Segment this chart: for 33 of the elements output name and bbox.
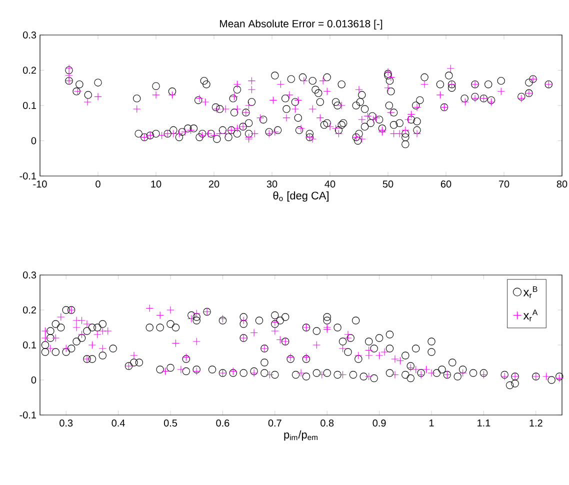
- y-tick-label: 0.2: [23, 66, 36, 74]
- y-tick-label: 0.1: [23, 341, 36, 349]
- x-tick-label: 60: [440, 180, 452, 188]
- y-tick-label: 0.3: [23, 31, 36, 39]
- y-tick-label: -0.1: [20, 172, 36, 180]
- x-tick-label: 0: [96, 180, 100, 188]
- x-tick-label: 70: [498, 180, 510, 188]
- x-tick-label: 30: [266, 180, 278, 188]
- x-tick-label: 0.3: [60, 420, 73, 427]
- x-tick-label: 0.6: [216, 420, 230, 427]
- y-tick-label: 0.2: [23, 306, 36, 314]
- x-tick-label: 40: [324, 180, 336, 188]
- y-tick-label: 0: [31, 376, 36, 384]
- x-tick-label: 1.2: [530, 420, 542, 426]
- x-tick-label: 0.5: [164, 420, 178, 427]
- y-tick-label: 0: [31, 137, 36, 144]
- x-tick-label: 0.9: [372, 420, 386, 427]
- x-tick-label: 10: [151, 180, 162, 188]
- x-tick-label: 1: [430, 420, 434, 426]
- x-tick-label: 1.1: [478, 420, 490, 426]
- x-axis-title: θ$_{o}$ [deg CA]: [273, 191, 328, 202]
- x-tick-label: 80: [556, 180, 568, 188]
- y-tick-label: 0.3: [23, 271, 36, 279]
- x-tick-label: 20: [208, 180, 220, 188]
- x-tick-label: 0.8: [320, 420, 334, 427]
- chart-title: Mean Absolute Error = 0.013618 [-]: [220, 20, 382, 30]
- x-tick-label: 0.7: [268, 420, 282, 427]
- x-axis-title: p$_{im}$/p$_{em}$: [284, 430, 318, 441]
- x-tick-label: 0.4: [112, 420, 125, 427]
- y-tick-label: -0.1: [20, 411, 36, 419]
- x-tick-label: -10: [33, 180, 47, 188]
- y-tick-label: 0.1: [23, 102, 36, 110]
- x-tick-label: 50: [382, 180, 394, 188]
